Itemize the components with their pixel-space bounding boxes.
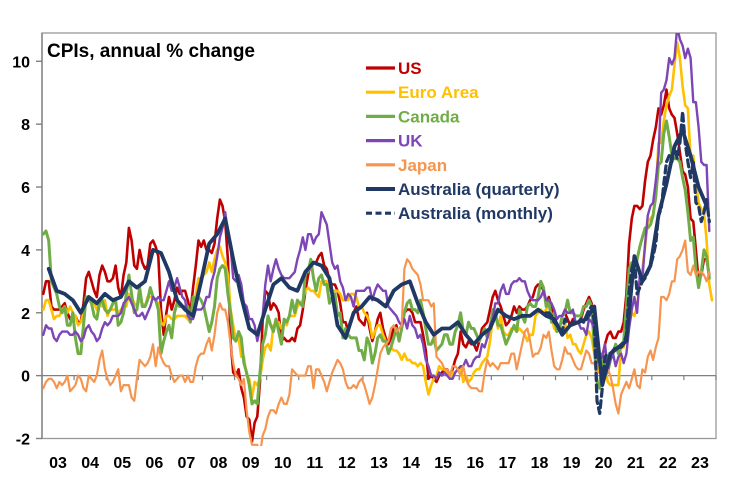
x-tick-label: 22 <box>659 455 677 472</box>
legend-label-australia-monthly: Australia (monthly) <box>398 204 553 223</box>
series-line-japan <box>42 239 711 446</box>
chart-title: CPIs, annual % change <box>47 41 255 62</box>
x-tick-label: 17 <box>498 455 516 472</box>
series-line-australia-monthly <box>544 109 711 415</box>
x-tick-label: 15 <box>434 455 452 472</box>
series-layer <box>41 33 714 446</box>
legend: US Euro Area Canada UK Japan Australia (quart… <box>366 59 560 223</box>
x-tick-label: 18 <box>531 455 549 472</box>
y-tick-label: 2 <box>21 306 30 323</box>
y-tick-label: 0 <box>21 369 30 386</box>
legend-item-euro-area: Euro Area <box>366 83 479 102</box>
x-tick-label: 07 <box>178 455 196 472</box>
x-tick-label: 16 <box>466 455 484 472</box>
y-tick-label: -2 <box>16 432 30 449</box>
legend-label-australia-quarterly: Australia (quarterly) <box>398 180 560 199</box>
plot-border <box>41 32 717 440</box>
y-tick-label: 6 <box>21 180 30 197</box>
legend-label-japan: Japan <box>398 156 447 175</box>
x-tick-label: 19 <box>563 455 581 472</box>
legend-item-us: US <box>366 59 422 78</box>
series-line-us <box>41 88 711 443</box>
legend-item-australia-monthly: Australia (monthly) <box>366 204 553 223</box>
legend-label-us: US <box>398 59 422 78</box>
x-tick-label: 04 <box>81 455 99 472</box>
y-tick-label: 10 <box>12 54 30 71</box>
x-tick-label: 09 <box>242 455 260 472</box>
legend-item-australia-quarterly: Australia (quarterly) <box>366 180 560 199</box>
legend-label-uk: UK <box>398 132 423 151</box>
x-tick-label: 08 <box>210 455 228 472</box>
x-tick-label: 06 <box>145 455 163 472</box>
x-tick-label: 14 <box>402 455 420 472</box>
axes-layer: -2 0 2 4 6 8 10 03 04 05 06 07 08 09 10 11 12 13 14 15 16 17 1… <box>12 32 717 472</box>
x-tick-label: 12 <box>338 455 356 472</box>
series-line-australia-quarterly <box>46 128 709 388</box>
x-tick-label: 13 <box>370 455 388 472</box>
x-tick-label: 10 <box>274 455 292 472</box>
x-tick-label: 21 <box>627 455 645 472</box>
x-tick-label: 23 <box>691 455 709 472</box>
x-tick-label: 11 <box>306 455 323 472</box>
legend-item-uk: UK <box>366 132 423 151</box>
legend-label-euro-area: Euro Area <box>398 83 479 102</box>
y-tick-label: 8 <box>21 117 30 134</box>
x-tick-label: 05 <box>113 455 131 472</box>
legend-item-japan: Japan <box>366 156 447 175</box>
x-tick-label: 03 <box>49 455 67 472</box>
x-tick-label: 20 <box>595 455 613 472</box>
y-tick-label: 4 <box>21 243 30 260</box>
legend-label-canada: Canada <box>398 107 460 126</box>
legend-item-canada: Canada <box>366 107 460 126</box>
